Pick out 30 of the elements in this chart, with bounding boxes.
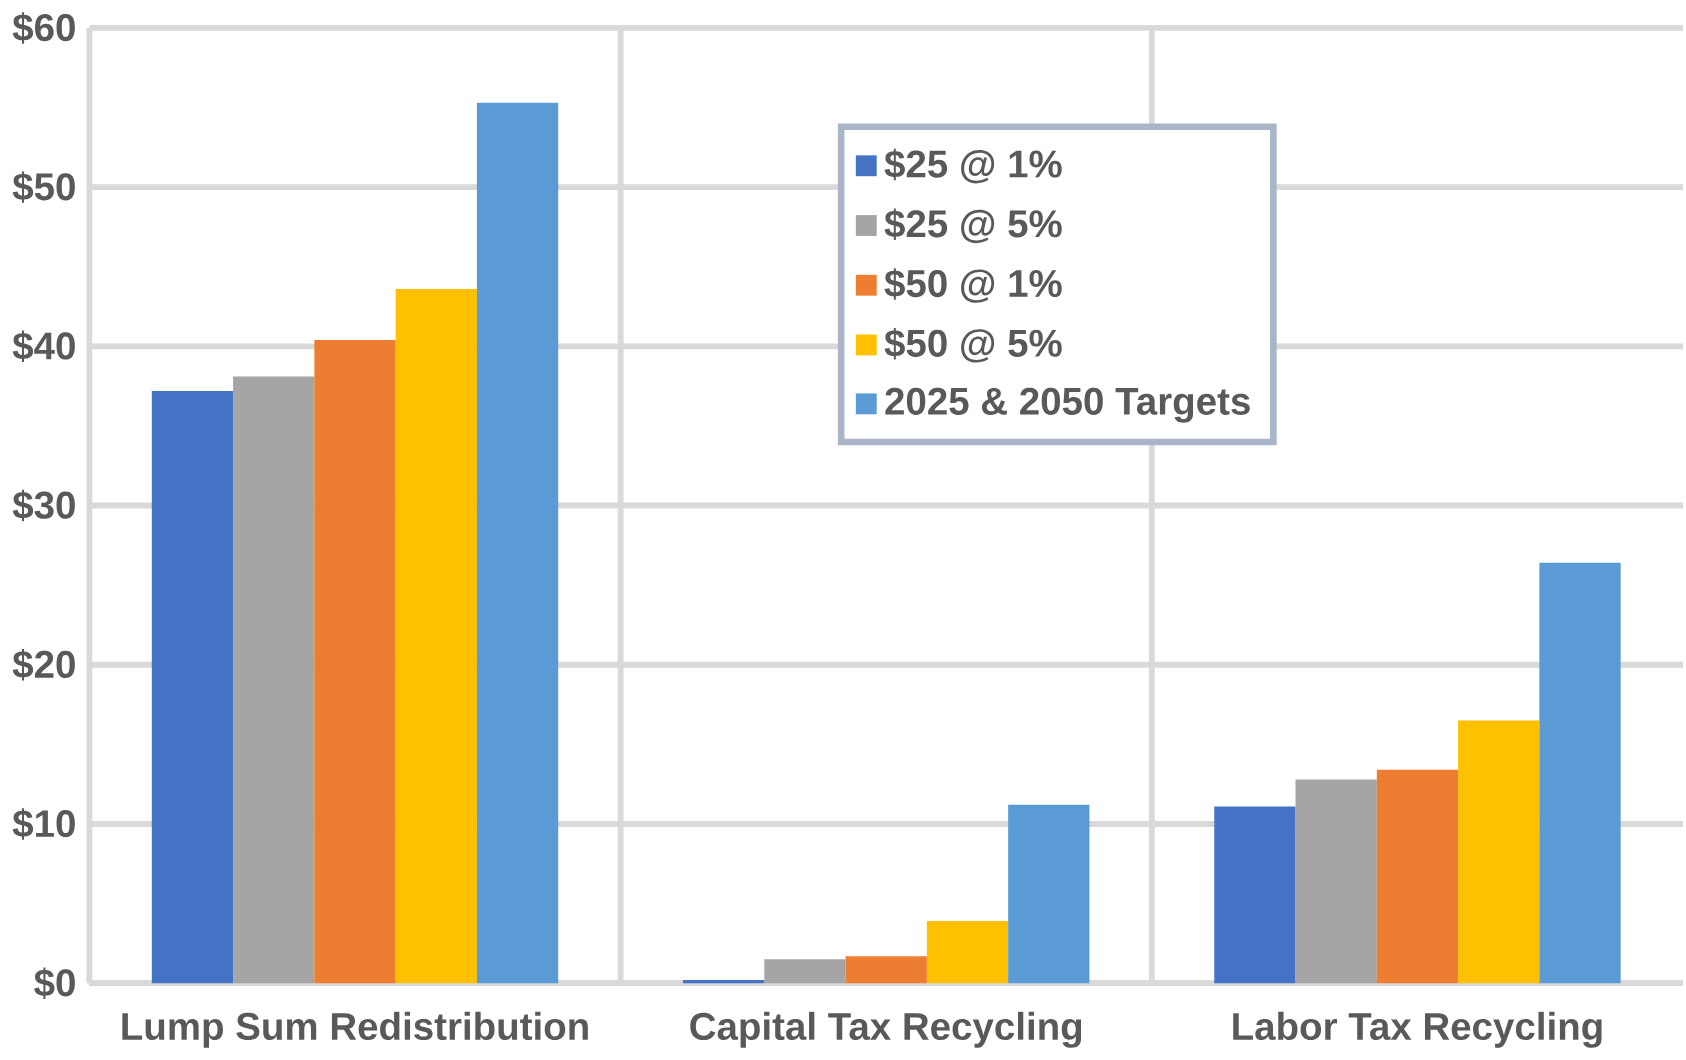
bar (926, 921, 1009, 984)
bar (314, 339, 396, 984)
x-tick-label: Labor Tax Recycling (1233, 1011, 1602, 1048)
y-tick-label: $50 (12, 171, 75, 203)
y-tick-label: $40 (12, 330, 75, 363)
x-tick-label: Lump Sum Redistribution (122, 1011, 588, 1048)
bar (764, 959, 846, 984)
y-tick-label: $0 (34, 967, 75, 999)
bar (1008, 804, 1090, 984)
y-tick-label: $30 (12, 489, 75, 522)
legend-label: $25 @ 1% (884, 148, 1062, 184)
legend-label: $50 @ 5% (884, 327, 1062, 363)
y-tick-label: $20 (12, 649, 75, 681)
bar (1458, 720, 1540, 984)
bar (683, 979, 765, 984)
bar (1376, 769, 1459, 984)
y-tick-label: $60 (12, 12, 75, 44)
bar (1539, 562, 1621, 984)
bar (845, 956, 927, 984)
legend-label: $25 @ 5% (884, 208, 1062, 244)
bar (395, 288, 477, 984)
bar (476, 102, 559, 984)
legend-label: $50 @ 1% (884, 268, 1062, 303)
bar (233, 376, 315, 984)
y-tick-label: $10 (12, 808, 75, 840)
bar (1295, 779, 1377, 984)
x-tick-label: Capital Tax Recycling (690, 1011, 1082, 1048)
bar (1214, 806, 1296, 984)
legend-label: 2025 & 2050 Targets (885, 387, 1250, 423)
bar (151, 390, 234, 984)
